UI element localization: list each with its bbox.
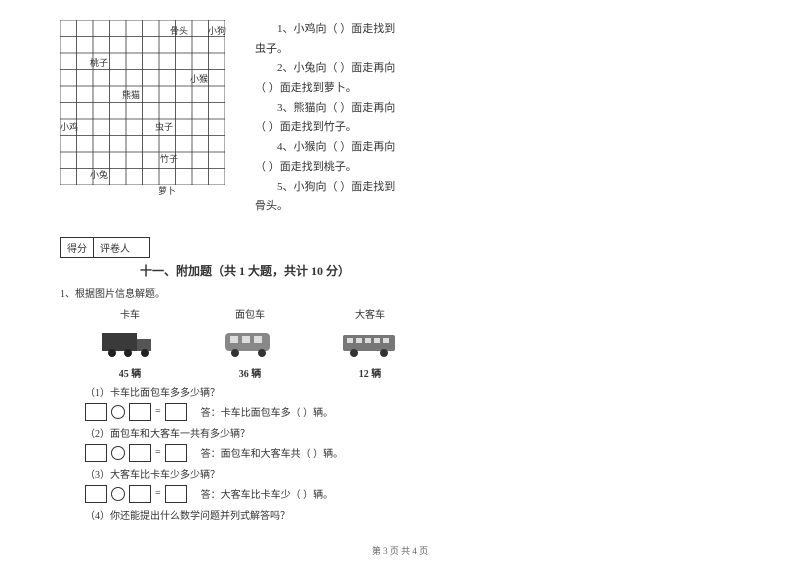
grid-label-rabbit: 小兔: [90, 168, 108, 181]
van-icon: [220, 325, 280, 360]
q3-line1: 3、熊猫向（ ）面走再向: [255, 99, 740, 118]
truck-count: 45 辆: [100, 365, 160, 380]
vehicle-row: 卡车 45 辆 面包车 36 辆 大客车: [100, 306, 740, 380]
van-label: 面包车: [220, 306, 280, 321]
eq-box[interactable]: [165, 403, 187, 421]
q5-line2: 骨头。: [255, 197, 740, 216]
grid-label-panda: 熊猫: [122, 88, 140, 101]
grid-label-carrot: 萝卜: [158, 184, 176, 197]
eq-op-circle[interactable]: [111, 446, 125, 460]
equals-sign: =: [155, 406, 161, 417]
answer-3: 答：大客车比卡车少（ ）辆。: [201, 486, 334, 501]
bus-label: 大客车: [340, 306, 400, 321]
problem-1: （1）卡车比面包车多多少辆？: [85, 384, 740, 399]
equation-1: = 答：卡车比面包车多（ ）辆。: [85, 403, 740, 421]
direction-grid: 骨头 小狗 桃子 小猴 熊猫 虫子 小鸡 竹子 小兔 萝卜: [60, 20, 225, 185]
problem-4: （4）你还能提出什么数学问题并列式解答吗？: [85, 507, 740, 522]
section-title: 十一、附加题（共 1 大题，共计 10 分）: [140, 262, 740, 279]
eq-box[interactable]: [85, 444, 107, 462]
answer-1: 答：卡车比面包车多（ ）辆。: [201, 404, 334, 419]
grid-svg: [60, 20, 225, 185]
grid-label-peach: 桃子: [90, 56, 108, 69]
eq-box[interactable]: [85, 403, 107, 421]
eq-box[interactable]: [129, 485, 151, 503]
answer-2: 答：面包车和大客车共（ ）辆。: [201, 445, 344, 460]
truck-label: 卡车: [100, 306, 160, 321]
grid-label-monkey: 小猴: [190, 72, 208, 85]
bus-icon: [340, 325, 400, 360]
van-count: 36 辆: [220, 365, 280, 380]
grid-label-dog: 小狗: [208, 24, 226, 37]
q3-line2: （ ）面走找到竹子。: [255, 118, 740, 137]
problem-3: （3）大客车比卡车少多少辆？: [85, 466, 740, 481]
score-label: 得分: [61, 238, 94, 257]
truck-icon: [100, 325, 160, 360]
grid-label-bone: 骨头: [170, 24, 188, 37]
q1-line2: 虫子。: [255, 40, 740, 59]
eq-box[interactable]: [129, 403, 151, 421]
equation-2: = 答：面包车和大客车共（ ）辆。: [85, 444, 740, 462]
eq-box[interactable]: [129, 444, 151, 462]
q5-line1: 5、小狗向（ ）面走找到: [255, 178, 740, 197]
q2-line2: （ ）面走找到萝卜。: [255, 79, 740, 98]
vehicle-truck: 卡车 45 辆: [100, 306, 160, 380]
equals-sign: =: [155, 447, 161, 458]
grader-label: 评卷人: [94, 238, 136, 257]
q4-line2: （ ）面走找到桃子。: [255, 158, 740, 177]
score-box: 得分 评卷人: [60, 237, 150, 258]
problem-2: （2）面包车和大客车一共有多少辆？: [85, 425, 740, 440]
q4-line1: 4、小猴向（ ）面走再向: [255, 138, 740, 157]
eq-box[interactable]: [165, 485, 187, 503]
equation-3: = 答：大客车比卡车少（ ）辆。: [85, 485, 740, 503]
bus-count: 12 辆: [340, 365, 400, 380]
vehicle-bus: 大客车 12 辆: [340, 306, 400, 380]
q1-line1: 1、小鸡向（ ）面走找到: [255, 20, 740, 39]
direction-questions: 1、小鸡向（ ）面走找到 虫子。 2、小兔向（ ）面走再向 （ ）面走找到萝卜。…: [255, 20, 740, 217]
page-footer: 第 3 页 共 4 页: [0, 544, 800, 557]
eq-box[interactable]: [85, 485, 107, 503]
section-prompt: 1、根据图片信息解题。: [60, 285, 740, 300]
eq-op-circle[interactable]: [111, 405, 125, 419]
grid-label-chick: 小鸡: [60, 120, 78, 133]
equals-sign: =: [155, 488, 161, 499]
eq-box[interactable]: [165, 444, 187, 462]
grid-label-worm: 虫子: [155, 120, 173, 133]
vehicle-van: 面包车 36 辆: [220, 306, 280, 380]
grid-label-bamboo: 竹子: [160, 152, 178, 165]
q2-line1: 2、小兔向（ ）面走再向: [255, 59, 740, 78]
eq-op-circle[interactable]: [111, 487, 125, 501]
